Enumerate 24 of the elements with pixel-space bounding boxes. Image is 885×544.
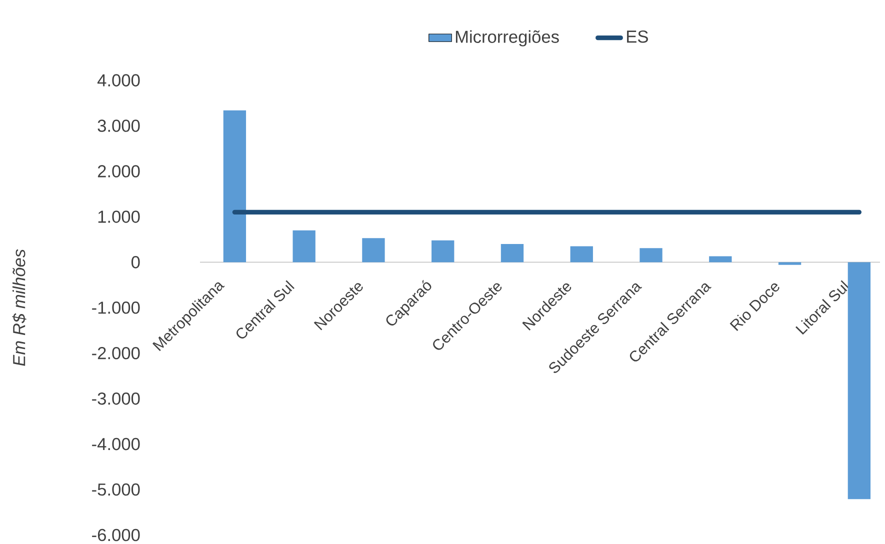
- bar: [292, 230, 316, 262]
- y-tick-label: -1.000: [92, 302, 140, 314]
- y-tick-label: 4.000: [97, 74, 140, 86]
- y-tick-label: -3.000: [92, 392, 140, 405]
- y-axis-title: Em R$ milhões: [12, 249, 26, 366]
- bar: [640, 248, 662, 262]
- y-tick-label: -5.000: [92, 483, 140, 496]
- bar: [362, 238, 385, 262]
- bar: [848, 262, 871, 500]
- y-tick-label: 2.000: [98, 165, 140, 178]
- bar: [709, 256, 732, 262]
- bar: [432, 240, 454, 262]
- y-tick-label: 1.000: [98, 210, 140, 223]
- y-tick-label: -2.000: [92, 346, 140, 360]
- y-tick-label: 3.000: [98, 120, 140, 132]
- bar: [500, 244, 524, 262]
- y-tick-label: -4.000: [92, 438, 140, 450]
- bar: [778, 262, 802, 265]
- legend-label: ES: [627, 30, 648, 43]
- bar: [570, 246, 593, 262]
- y-tick-label: -6.000: [92, 528, 140, 542]
- y-tick-label: 0: [131, 256, 140, 268]
- legend-label: Microrregiões: [456, 30, 559, 46]
- bar: [223, 110, 246, 262]
